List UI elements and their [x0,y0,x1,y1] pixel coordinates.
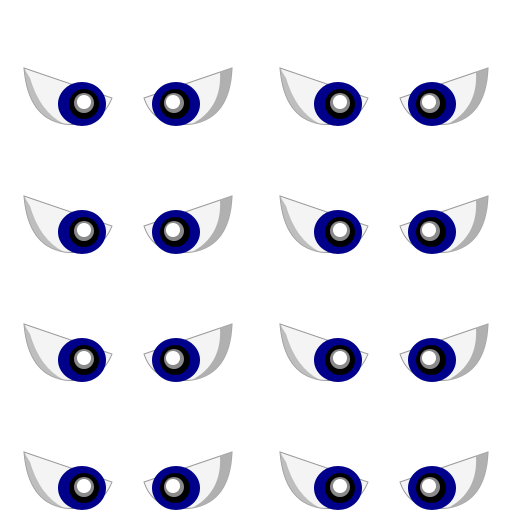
right-eye-icon [143,451,233,511]
right-eye-icon [399,323,489,383]
eye-pair-r3-c1 [23,323,233,383]
eye-pair-r4-c1 [23,451,233,511]
eye-pair-r2-c1 [23,195,233,255]
right-eye-icon [143,195,233,255]
eye-pair-r3-c2 [279,323,489,383]
left-eye-icon [23,323,113,383]
left-eye-icon [279,195,369,255]
right-eye-icon [143,323,233,383]
left-eye-icon [279,451,369,511]
eye-pair-r2-c2 [279,195,489,255]
eye-pair-r1-c2 [279,67,489,127]
eye-pair-r1-c1 [23,67,233,127]
left-eye-icon [23,67,113,127]
left-eye-icon [23,451,113,511]
right-eye-icon [399,67,489,127]
right-eye-icon [143,67,233,127]
right-eye-icon [399,451,489,511]
eye-pair-r4-c2 [279,451,489,511]
left-eye-icon [279,67,369,127]
right-eye-icon [399,195,489,255]
left-eye-icon [23,195,113,255]
left-eye-icon [279,323,369,383]
